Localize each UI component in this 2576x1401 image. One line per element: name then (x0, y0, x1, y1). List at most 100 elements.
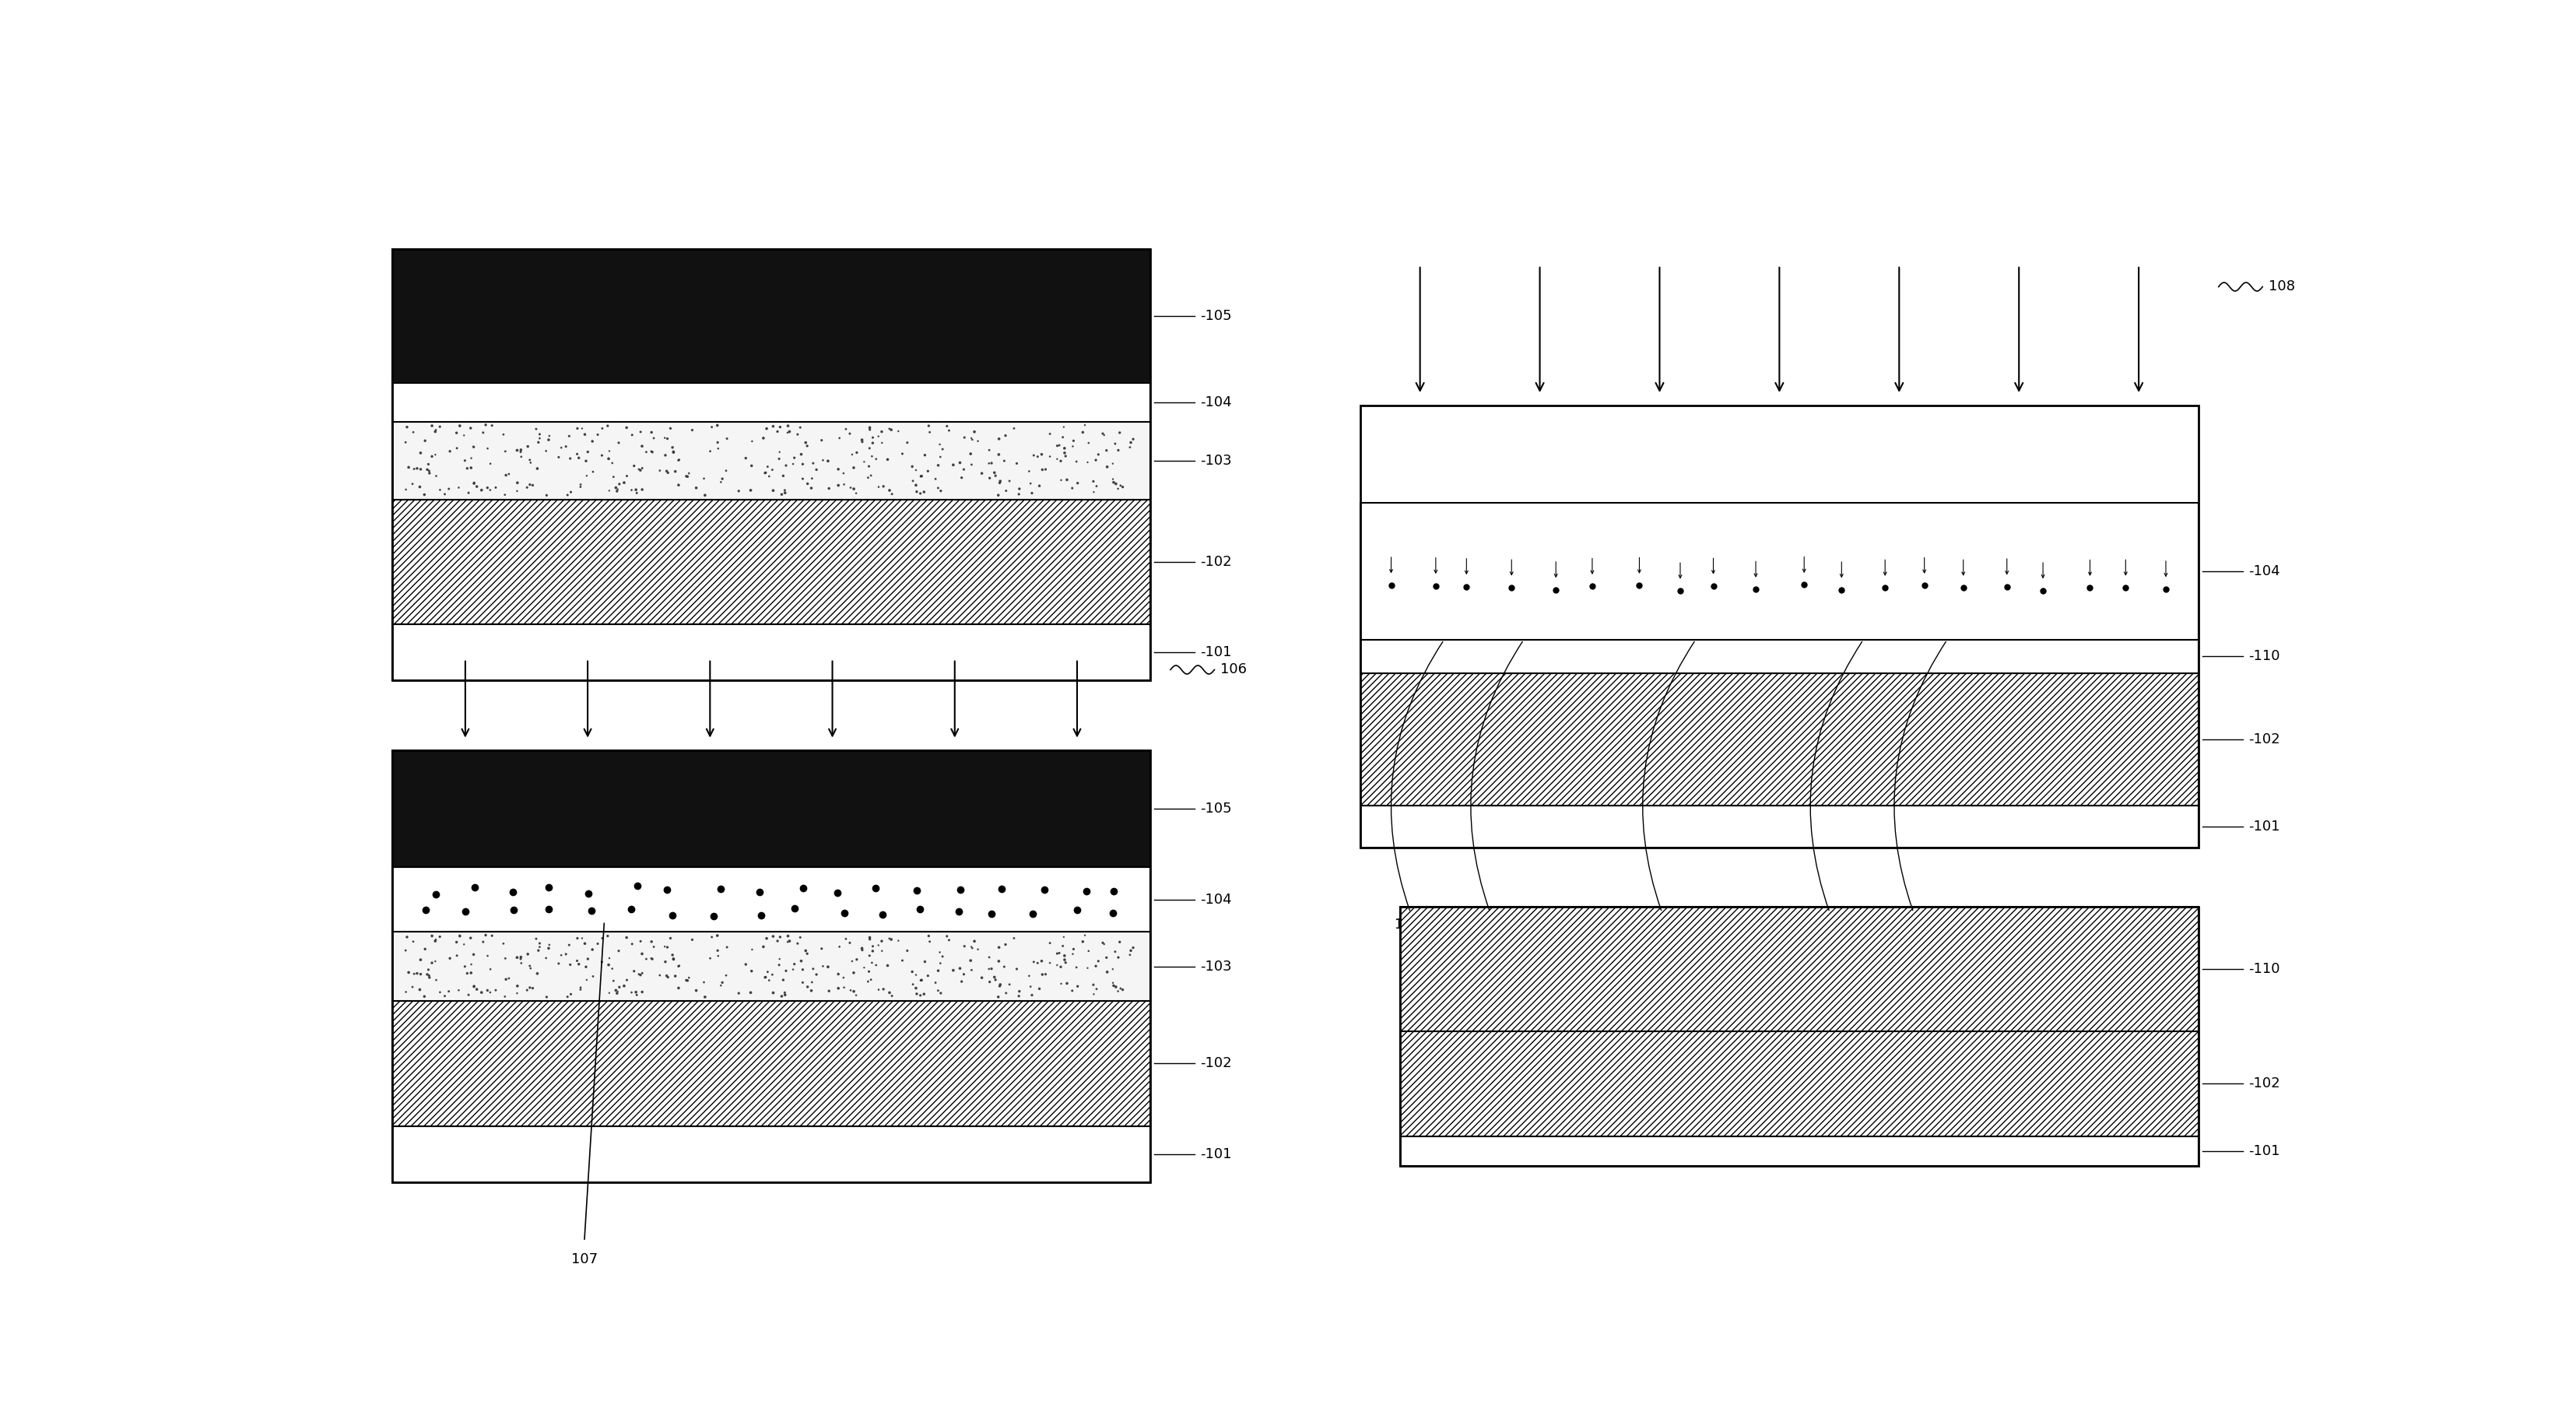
Point (587, 447, 629, 469)
Point (562, 417, 603, 440)
Point (829, 979, 871, 1002)
Point (940, 957, 981, 979)
Point (809, 979, 850, 1002)
Bar (1360, 672, 2200, 806)
Point (621, 420, 662, 443)
Point (690, 416, 732, 439)
Point (904, 444, 945, 467)
Text: 107b: 107b (1394, 918, 1427, 932)
Bar (1401, 1136, 2200, 1166)
Point (850, 968, 891, 991)
Point (842, 451, 884, 474)
Point (896, 460, 938, 482)
Point (546, 943, 587, 965)
Point (1025, 962, 1066, 985)
Point (657, 474, 698, 496)
Point (647, 936, 688, 958)
Point (451, 961, 492, 984)
Point (652, 436, 693, 458)
Point (631, 440, 672, 462)
Point (559, 953, 600, 975)
Text: 110b: 110b (1896, 918, 1929, 932)
Point (1103, 476, 1144, 499)
Point (500, 951, 541, 974)
Point (482, 933, 523, 955)
Point (842, 939, 884, 961)
Point (474, 476, 515, 499)
Point (404, 985, 446, 1007)
Point (984, 425, 1025, 447)
Point (951, 936, 992, 958)
Point (858, 476, 899, 499)
Point (765, 454, 806, 476)
Point (768, 420, 809, 443)
Point (773, 447, 814, 469)
Point (979, 975, 1020, 998)
Point (582, 951, 623, 974)
Point (559, 447, 600, 469)
Point (404, 430, 446, 453)
Point (415, 969, 456, 992)
Point (556, 443, 598, 465)
Point (649, 927, 690, 950)
Point (940, 971, 981, 993)
Point (587, 925, 629, 947)
Point (510, 954, 551, 976)
Point (706, 964, 747, 986)
Point (829, 423, 871, 446)
Point (471, 925, 513, 947)
Point (404, 937, 446, 960)
Point (871, 419, 912, 441)
Point (1084, 425, 1126, 447)
Point (621, 460, 662, 482)
Point (940, 467, 981, 489)
Point (757, 420, 799, 443)
Point (765, 482, 806, 504)
Point (1041, 469, 1082, 492)
Point (829, 932, 871, 954)
Point (549, 934, 590, 957)
Point (969, 453, 1010, 475)
Point (621, 962, 662, 985)
Point (513, 474, 554, 496)
Point (559, 476, 600, 499)
Point (969, 958, 1010, 981)
Point (386, 981, 428, 1003)
Point (979, 443, 1020, 465)
Point (1030, 932, 1072, 954)
Point (853, 432, 894, 454)
Point (732, 939, 773, 961)
Point (603, 472, 644, 495)
Point (497, 982, 538, 1005)
Point (899, 984, 940, 1006)
Point (878, 929, 920, 951)
Point (701, 471, 742, 493)
Point (786, 975, 827, 998)
Point (489, 967, 531, 989)
Point (613, 960, 654, 982)
Point (1018, 978, 1059, 1000)
Point (1064, 925, 1105, 947)
Point (943, 426, 984, 448)
Point (551, 481, 592, 503)
Point (848, 455, 889, 478)
Point (1018, 446, 1059, 468)
Point (466, 979, 507, 1002)
Point (1069, 940, 1110, 962)
Point (760, 441, 801, 464)
Point (1097, 439, 1139, 461)
Point (817, 474, 858, 496)
Point (1010, 975, 1051, 998)
Point (435, 422, 477, 444)
Bar (392, 422, 1151, 499)
Point (750, 465, 791, 488)
Point (886, 432, 927, 454)
Point (778, 423, 819, 446)
Point (781, 926, 822, 948)
Point (762, 968, 804, 991)
Point (559, 976, 600, 999)
Text: -110: -110 (2249, 962, 2280, 976)
Point (453, 436, 495, 458)
Point (598, 481, 639, 503)
Point (719, 479, 760, 502)
